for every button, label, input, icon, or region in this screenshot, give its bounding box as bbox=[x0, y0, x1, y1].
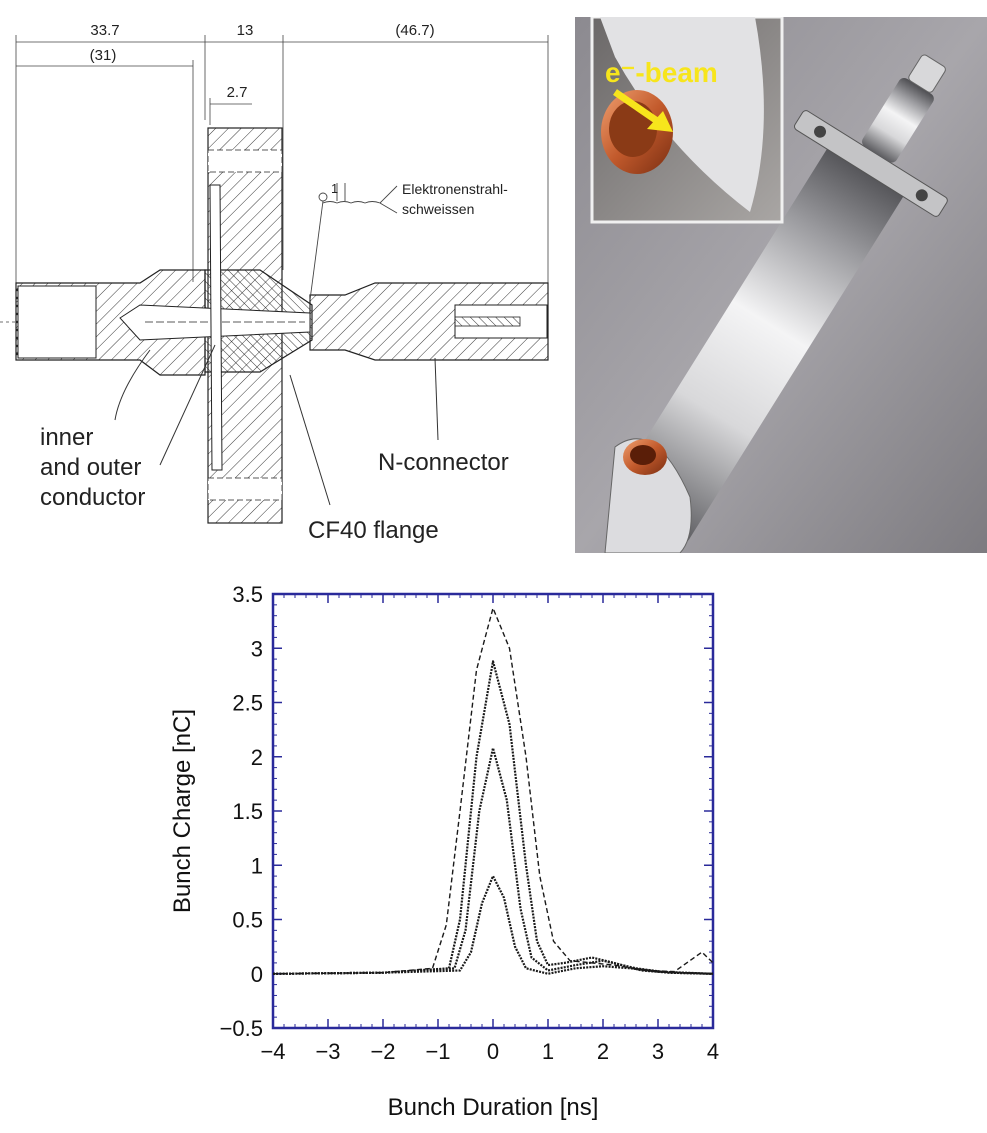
x-tick-label: −4 bbox=[260, 1039, 285, 1064]
x-tick-label: 4 bbox=[707, 1039, 719, 1064]
y-axis-label: Bunch Charge [nC] bbox=[169, 709, 196, 913]
weld-label-line2: schweissen bbox=[402, 201, 474, 217]
chart-svg: −4 −3 −2 −1 0 1 2 3 4 −0.5 0 0.5 1 1.5 2 2.5 3 3.5 Bunch … bbox=[169, 582, 720, 1121]
leader-lines bbox=[114, 344, 439, 506]
y-tick-label: 3.5 bbox=[232, 582, 263, 607]
x-tick-label: −2 bbox=[370, 1039, 395, 1064]
weld-number: 1 bbox=[331, 181, 338, 196]
x-tick-label: 1 bbox=[542, 1039, 554, 1064]
dot-column bbox=[15, 288, 19, 356]
series-line-4 bbox=[272, 875, 714, 975]
dim-sub-left: (31) bbox=[90, 47, 117, 64]
label-inner-line3: conductor bbox=[40, 484, 145, 511]
y-tick-label: −0.5 bbox=[220, 1016, 263, 1041]
x-axis-label: Bunch Duration [ns] bbox=[388, 1094, 599, 1121]
x-tick-label: 2 bbox=[597, 1039, 609, 1064]
technical-drawing: 33.7 13 (46.7) (31) 2.7 bbox=[0, 0, 560, 560]
dimension-lines bbox=[15, 35, 549, 285]
device-photo: e⁻-beam bbox=[575, 17, 987, 553]
series-line-1 bbox=[272, 607, 714, 975]
dim-gap: 2.7 bbox=[227, 84, 248, 101]
x-tick-label: −1 bbox=[425, 1039, 450, 1064]
photo-svg: e⁻-beam bbox=[575, 17, 987, 553]
e-beam-label: e⁻-beam bbox=[605, 57, 718, 88]
y-tick-label: 2.5 bbox=[232, 691, 263, 716]
weld-symbol bbox=[309, 183, 398, 301]
n-connector-body bbox=[309, 282, 549, 361]
dim-total-left: 33.7 bbox=[90, 22, 119, 39]
drawing-svg: 33.7 13 (46.7) (31) 2.7 bbox=[0, 22, 549, 544]
tick-marks bbox=[272, 593, 714, 1029]
left-body bbox=[15, 269, 206, 376]
bunch-charge-chart: −4 −3 −2 −1 0 1 2 3 4 −0.5 0 0.5 1 1.5 2 2.5 3 3.5 Bunch … bbox=[150, 575, 750, 1128]
label-inner-line1: inner bbox=[40, 424, 93, 451]
inner-conductor bbox=[119, 184, 313, 471]
y-tick-label: 1 bbox=[251, 853, 263, 878]
y-tick-label: 2 bbox=[251, 745, 263, 770]
label-n-connector: N-connector bbox=[378, 449, 509, 476]
tick-labels: −4 −3 −2 −1 0 1 2 3 4 −0.5 0 0.5 1 1.5 2 2.5 3 3.5 bbox=[220, 582, 720, 1064]
y-tick-label: 0.5 bbox=[232, 908, 263, 933]
label-cf40-flange: CF40 flange bbox=[308, 517, 439, 544]
arrow-icon bbox=[613, 89, 673, 132]
y-tick-label: 0 bbox=[251, 962, 263, 987]
dim-flange: 13 bbox=[237, 22, 254, 39]
bottom-opening bbox=[604, 438, 692, 553]
series-layer bbox=[272, 607, 714, 975]
series-line-3 bbox=[272, 747, 714, 975]
tube-assembly bbox=[611, 54, 948, 543]
plot-frame bbox=[271, 592, 715, 1030]
y-tick-label: 3 bbox=[251, 636, 263, 661]
weld-label-line1: Elektronenstrahl- bbox=[402, 181, 508, 197]
x-tick-label: 3 bbox=[652, 1039, 664, 1064]
inset-photo bbox=[590, 17, 784, 224]
x-tick-label: 0 bbox=[487, 1039, 499, 1064]
y-tick-label: 1.5 bbox=[232, 799, 263, 824]
label-inner-line2: and outer bbox=[40, 454, 141, 481]
dim-right: (46.7) bbox=[395, 22, 434, 39]
x-tick-label: −3 bbox=[315, 1039, 340, 1064]
